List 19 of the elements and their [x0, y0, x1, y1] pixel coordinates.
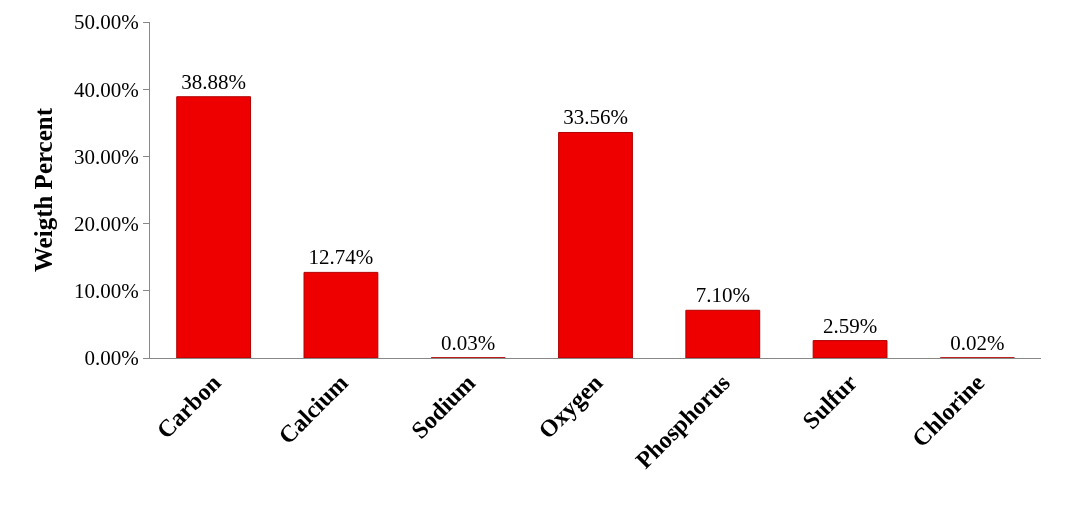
data-label: 12.74% — [308, 245, 374, 270]
data-label: 33.56% — [563, 105, 628, 130]
bar — [558, 131, 633, 358]
y-tick-label: 10.00% — [74, 279, 139, 304]
bar — [685, 309, 761, 358]
data-label: 7.10% — [695, 283, 750, 308]
y-tick-label: 0.00% — [84, 346, 139, 371]
y-tick-label: 40.00% — [74, 77, 139, 102]
y-tick-label: 50.00% — [74, 10, 139, 35]
data-label: 38.88% — [181, 69, 247, 94]
data-label: 0.03% — [441, 330, 496, 355]
bar — [303, 271, 379, 358]
y-axis-title: Weigth Percent — [29, 107, 57, 273]
y-tick-label: 20.00% — [74, 211, 139, 236]
data-label: 2.59% — [822, 313, 878, 338]
bar — [176, 96, 252, 358]
bar — [812, 340, 888, 358]
data-label: 0.02% — [950, 330, 1005, 355]
y-tick-label: 30.00% — [74, 144, 139, 169]
